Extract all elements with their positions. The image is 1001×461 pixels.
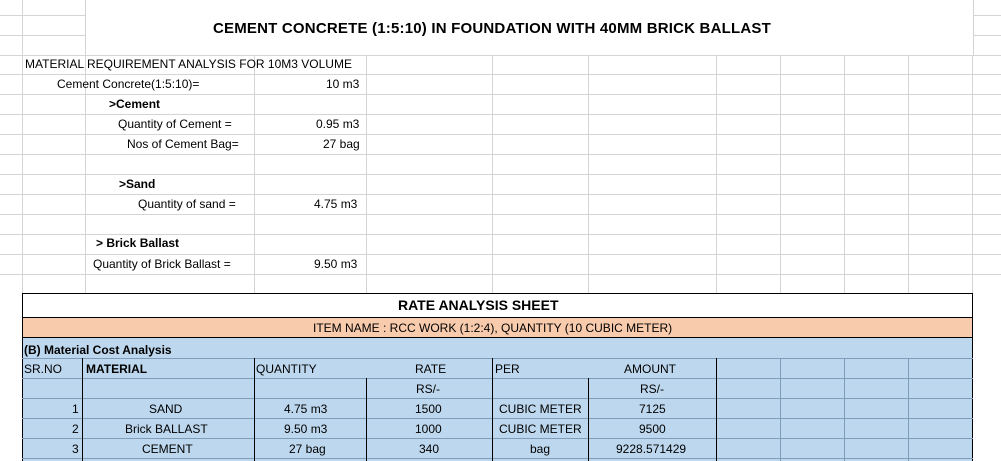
sheet-title: CEMENT CONCRETE (1:5:10) IN FOUNDATION W… — [213, 20, 771, 37]
header-per: PER — [495, 362, 520, 376]
header-rate: RATE — [415, 362, 447, 376]
unit-rate: RS/- — [416, 382, 440, 396]
cell-quantity: 4.75 m3 — [284, 402, 328, 416]
header-amount: AMOUNT — [624, 362, 676, 376]
cell-sr: 3 — [72, 442, 79, 456]
ballast-qty-value: 9.50 m3 — [314, 257, 358, 271]
item-name-band — [22, 317, 973, 338]
cell-per: bag — [530, 442, 551, 456]
header-material: MATERIAL — [86, 362, 148, 376]
cement-bags-label: Nos of Cement Bag= — [127, 137, 239, 151]
cell-material: Brick BALLAST — [125, 422, 208, 436]
cell-sr: 2 — [72, 422, 79, 436]
header-quantity: QUANTITY — [256, 362, 317, 376]
item-name: ITEM NAME : RCC WORK (1:2:4), QUANTITY (… — [313, 321, 673, 335]
cell-material: CEMENT — [142, 442, 193, 456]
unit-amount: RS/- — [640, 382, 664, 396]
cell-per: CUBIC METER — [499, 422, 582, 436]
cell-per: CUBIC METER — [499, 402, 582, 416]
ballast-qty-label: Quantity of Brick Ballast = — [93, 257, 231, 271]
ballast-heading: > Brick Ballast — [96, 236, 180, 250]
cell-rate: 1000 — [415, 422, 442, 436]
cell-rate: 1500 — [415, 402, 442, 416]
cell-material: SAND — [149, 402, 183, 416]
sand-qty-label: Quantity of sand = — [138, 197, 236, 211]
cement-bags-value: 27 bag — [323, 137, 360, 151]
cell-amount: 7125 — [639, 402, 666, 416]
cell-quantity: 9.50 m3 — [284, 422, 328, 436]
title-area — [85, 0, 974, 56]
cell-sr: 1 — [72, 402, 79, 416]
sand-qty-value: 4.75 m3 — [314, 197, 358, 211]
cement-heading: >Cement — [109, 97, 161, 111]
rate-title: RATE ANALYSIS SHEET — [398, 297, 559, 313]
cement-qty-label: Quantity of Cement = — [118, 117, 232, 131]
cell-quantity: 27 bag — [289, 442, 326, 456]
sand-heading: >Sand — [119, 177, 156, 191]
concrete-label: Cement Concrete(1:5:10)= — [57, 77, 200, 91]
cell-amount: 9500 — [639, 422, 666, 436]
cell-amount: 9228.571429 — [616, 442, 687, 456]
cement-qty-value: 0.95 m3 — [316, 117, 360, 131]
header-srno: SR.NO — [24, 362, 63, 376]
concrete-value: 10 m3 — [326, 77, 360, 91]
cell-rate: 340 — [419, 442, 440, 456]
analysis-heading: MATERIAL REQUIREMENT ANALYSIS FOR 10M3 V… — [25, 57, 352, 71]
section-title: (B) Material Cost Analysis — [24, 343, 172, 357]
